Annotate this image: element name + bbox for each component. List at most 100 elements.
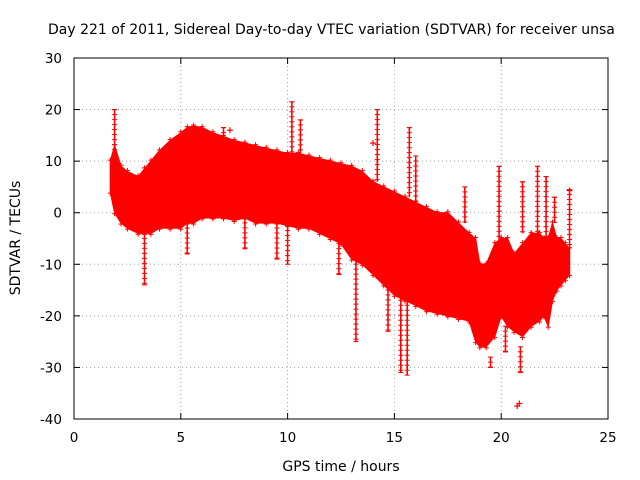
x-tick-label: 20 xyxy=(493,430,510,446)
data-point-marker xyxy=(317,155,323,161)
y-tick-label: 0 xyxy=(53,206,62,222)
data-point-marker xyxy=(178,129,184,135)
data-point-marker xyxy=(445,209,451,215)
data-point-marker xyxy=(562,240,568,246)
data-spike xyxy=(289,101,295,154)
x-tick-label: 10 xyxy=(279,430,296,446)
data-point-marker xyxy=(253,142,259,148)
data-point-marker xyxy=(545,324,551,330)
data-point-marker xyxy=(505,235,511,240)
data-point-marker xyxy=(295,226,301,232)
data-spike xyxy=(374,109,380,182)
data-point-marker xyxy=(210,216,216,222)
data-point-marker xyxy=(549,298,555,304)
data-point-marker xyxy=(511,329,517,335)
data-point-marker xyxy=(391,293,397,299)
data-point-marker xyxy=(423,309,429,315)
data-point-marker xyxy=(434,311,440,317)
data-spike xyxy=(517,346,523,374)
data-point-marker xyxy=(135,231,141,237)
data-point-marker xyxy=(167,226,173,232)
data-point-marker xyxy=(528,324,534,330)
chart-title: Day 221 of 2011, Sidereal Day-to-day VTE… xyxy=(48,22,615,38)
data-point-marker xyxy=(253,221,259,227)
data-point-marker xyxy=(483,260,489,266)
data-point-marker xyxy=(274,147,280,153)
data-point-marker xyxy=(107,157,113,163)
data-spike xyxy=(141,232,147,286)
data-point-marker xyxy=(327,157,333,163)
y-tick-label: -10 xyxy=(40,257,62,273)
data-spike xyxy=(462,186,468,224)
data-point-marker xyxy=(184,124,190,130)
outlier-point xyxy=(370,140,377,147)
axis-ticks xyxy=(73,57,609,420)
data-point-marker xyxy=(338,160,344,166)
y-tick-label: -40 xyxy=(40,412,62,428)
data-point-marker xyxy=(191,122,197,128)
data-point-marker xyxy=(381,283,387,289)
data-point-marker xyxy=(483,345,489,351)
data-point-marker xyxy=(156,147,162,153)
data-point-marker xyxy=(473,235,479,240)
y-tick-label: 30 xyxy=(45,51,62,67)
data-point-marker xyxy=(199,216,205,222)
data-point-marker xyxy=(231,218,237,224)
data-point-marker xyxy=(210,129,216,135)
data-point-marker xyxy=(434,209,440,215)
data-point-marker xyxy=(349,257,355,263)
data-point-marker xyxy=(359,167,365,173)
data-point-marker xyxy=(242,139,248,145)
data-point-marker xyxy=(391,188,397,194)
data-spike xyxy=(567,189,573,249)
data-point-marker xyxy=(554,235,560,240)
data-point-marker xyxy=(370,178,376,184)
data-spike xyxy=(336,243,342,276)
data-point-marker xyxy=(327,237,333,242)
data-point-marker xyxy=(498,314,504,320)
data-point-marker xyxy=(558,283,564,289)
data-spike xyxy=(221,127,227,141)
data-point-marker xyxy=(263,144,269,150)
data-point-marker xyxy=(263,221,269,227)
data-spike xyxy=(406,127,412,198)
data-point-marker xyxy=(466,319,472,325)
plot-border xyxy=(73,57,609,420)
data-point-marker xyxy=(554,288,560,294)
data-point-marker xyxy=(381,183,387,189)
data-spike xyxy=(552,196,558,224)
data-spike xyxy=(353,258,359,343)
data-point-marker xyxy=(141,165,147,171)
data-point-marker xyxy=(562,278,568,284)
data-point-marker xyxy=(221,216,227,222)
data-point-marker xyxy=(167,137,173,143)
data-point-marker xyxy=(511,250,517,256)
plot-area xyxy=(107,101,573,410)
data-spike xyxy=(413,155,419,203)
data-point-marker xyxy=(107,190,113,196)
x-tick-label: 0 xyxy=(70,430,79,446)
data-point-marker xyxy=(528,229,534,235)
outlier-point xyxy=(566,187,573,194)
outlier-point xyxy=(226,127,233,134)
data-point-marker xyxy=(541,314,547,320)
data-point-marker xyxy=(466,229,472,235)
data-spike xyxy=(285,225,291,265)
data-point-marker xyxy=(370,273,376,279)
data-spike xyxy=(488,356,494,368)
data-spike xyxy=(297,119,303,154)
data-point-marker xyxy=(402,193,408,199)
data-spike xyxy=(184,222,190,255)
data-point-marker xyxy=(423,204,429,210)
x-axis-label: GPS time / hours xyxy=(282,459,399,475)
data-point-marker xyxy=(445,314,451,320)
y-tick-label: -20 xyxy=(40,309,62,325)
data-spike xyxy=(404,294,410,376)
data-point-marker xyxy=(492,334,498,340)
data-point-marker xyxy=(306,152,312,158)
x-tick-labels: 0 5 10 15 20 25 xyxy=(70,430,617,446)
data-point-marker xyxy=(191,221,197,227)
data-point-marker xyxy=(118,162,124,168)
data-point-marker xyxy=(558,235,564,240)
